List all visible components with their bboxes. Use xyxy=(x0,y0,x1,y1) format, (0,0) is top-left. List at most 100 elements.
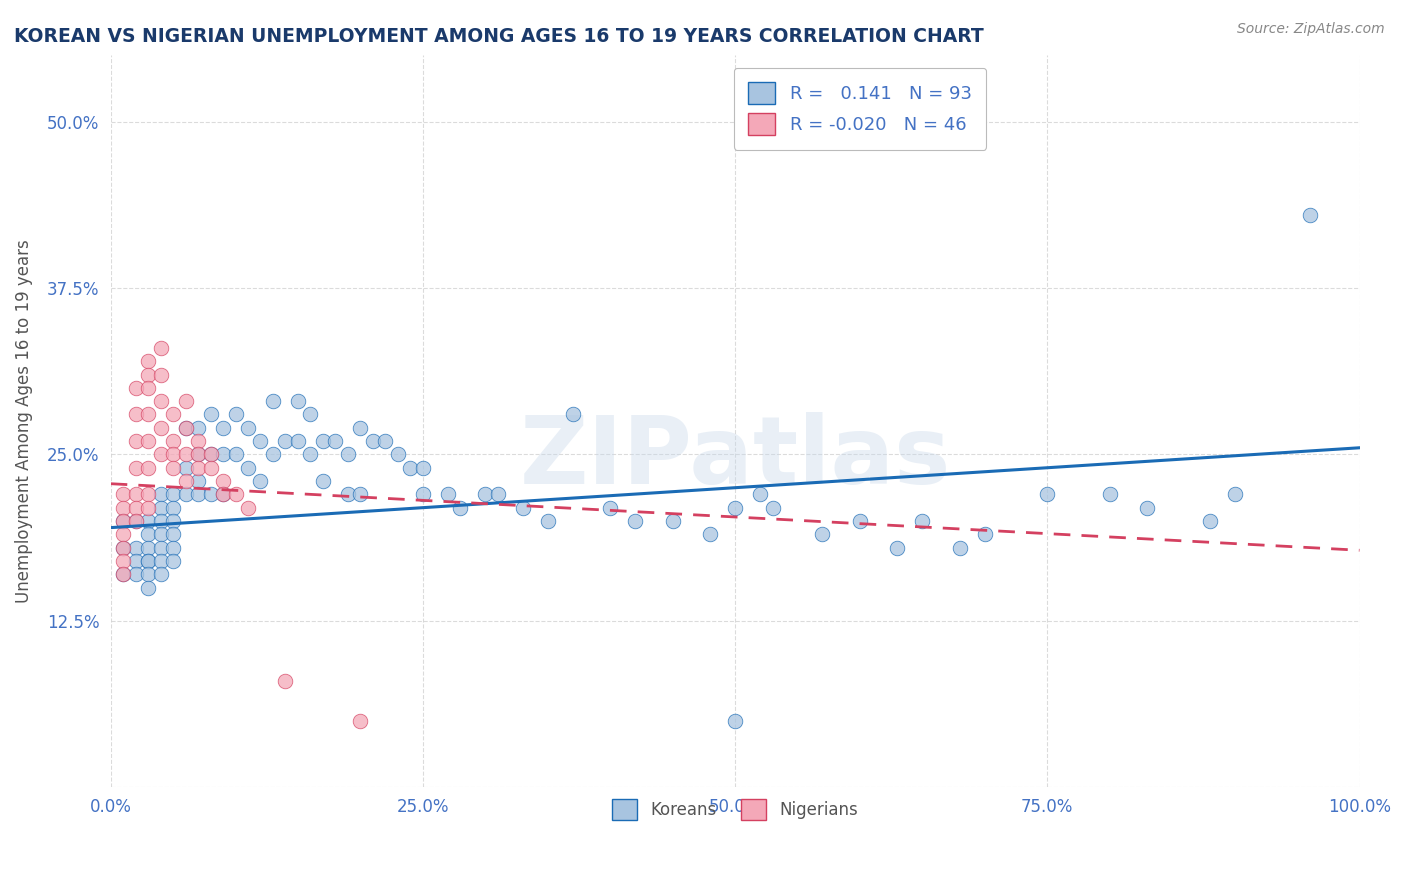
Point xyxy=(312,474,335,488)
Point xyxy=(149,487,172,501)
Point xyxy=(561,408,583,422)
Point xyxy=(336,487,359,501)
Point xyxy=(124,381,146,395)
Point xyxy=(200,487,222,501)
Point xyxy=(136,554,159,568)
Point xyxy=(187,474,209,488)
Point xyxy=(274,434,297,449)
Point xyxy=(149,567,172,582)
Point xyxy=(374,434,396,449)
Point xyxy=(200,447,222,461)
Point xyxy=(449,500,471,515)
Point xyxy=(162,447,184,461)
Point xyxy=(325,434,347,449)
Legend: Koreans, Nigerians: Koreans, Nigerians xyxy=(605,793,865,826)
Point xyxy=(236,460,259,475)
Point xyxy=(1298,208,1320,222)
Point xyxy=(886,541,908,555)
Point xyxy=(212,474,235,488)
Point xyxy=(287,394,309,409)
Point xyxy=(661,514,683,528)
Point xyxy=(212,421,235,435)
Point xyxy=(274,673,297,688)
Point xyxy=(136,554,159,568)
Point xyxy=(299,408,322,422)
Point xyxy=(187,487,209,501)
Point xyxy=(174,460,197,475)
Point xyxy=(412,487,434,501)
Point xyxy=(187,447,209,461)
Point xyxy=(162,460,184,475)
Point xyxy=(124,434,146,449)
Point xyxy=(361,434,384,449)
Point xyxy=(136,408,159,422)
Point xyxy=(1198,514,1220,528)
Point xyxy=(124,500,146,515)
Point xyxy=(200,408,222,422)
Point xyxy=(124,460,146,475)
Point xyxy=(162,541,184,555)
Point xyxy=(312,434,335,449)
Point xyxy=(412,460,434,475)
Point xyxy=(512,500,534,515)
Point xyxy=(849,514,872,528)
Point xyxy=(236,500,259,515)
Point xyxy=(124,408,146,422)
Point xyxy=(136,514,159,528)
Point xyxy=(149,554,172,568)
Point xyxy=(136,487,159,501)
Point xyxy=(387,447,409,461)
Point xyxy=(724,714,747,728)
Point xyxy=(174,474,197,488)
Point xyxy=(124,567,146,582)
Point xyxy=(124,487,146,501)
Point xyxy=(149,500,172,515)
Point xyxy=(174,421,197,435)
Point xyxy=(811,527,834,541)
Point xyxy=(174,394,197,409)
Point xyxy=(399,460,422,475)
Point xyxy=(136,541,159,555)
Point xyxy=(225,487,247,501)
Point xyxy=(112,541,135,555)
Y-axis label: Unemployment Among Ages 16 to 19 years: Unemployment Among Ages 16 to 19 years xyxy=(15,239,32,603)
Point xyxy=(112,554,135,568)
Point xyxy=(1036,487,1059,501)
Point xyxy=(486,487,509,501)
Text: KOREAN VS NIGERIAN UNEMPLOYMENT AMONG AGES 16 TO 19 YEARS CORRELATION CHART: KOREAN VS NIGERIAN UNEMPLOYMENT AMONG AG… xyxy=(14,27,984,45)
Point xyxy=(136,500,159,515)
Point xyxy=(749,487,772,501)
Point xyxy=(624,514,647,528)
Point xyxy=(249,434,271,449)
Point xyxy=(349,487,371,501)
Point xyxy=(249,474,271,488)
Point xyxy=(136,460,159,475)
Point xyxy=(136,381,159,395)
Point xyxy=(162,554,184,568)
Point xyxy=(162,487,184,501)
Point xyxy=(174,421,197,435)
Point xyxy=(112,514,135,528)
Point xyxy=(124,554,146,568)
Point xyxy=(187,421,209,435)
Point xyxy=(212,487,235,501)
Point xyxy=(136,581,159,595)
Point xyxy=(112,567,135,582)
Point xyxy=(124,514,146,528)
Point xyxy=(287,434,309,449)
Point xyxy=(124,514,146,528)
Point xyxy=(149,527,172,541)
Point xyxy=(187,434,209,449)
Point xyxy=(112,541,135,555)
Point xyxy=(136,527,159,541)
Point xyxy=(162,527,184,541)
Point xyxy=(187,460,209,475)
Point xyxy=(149,368,172,382)
Point xyxy=(336,447,359,461)
Point xyxy=(1223,487,1246,501)
Point xyxy=(911,514,934,528)
Point xyxy=(149,514,172,528)
Point xyxy=(162,434,184,449)
Point xyxy=(949,541,972,555)
Point xyxy=(761,500,783,515)
